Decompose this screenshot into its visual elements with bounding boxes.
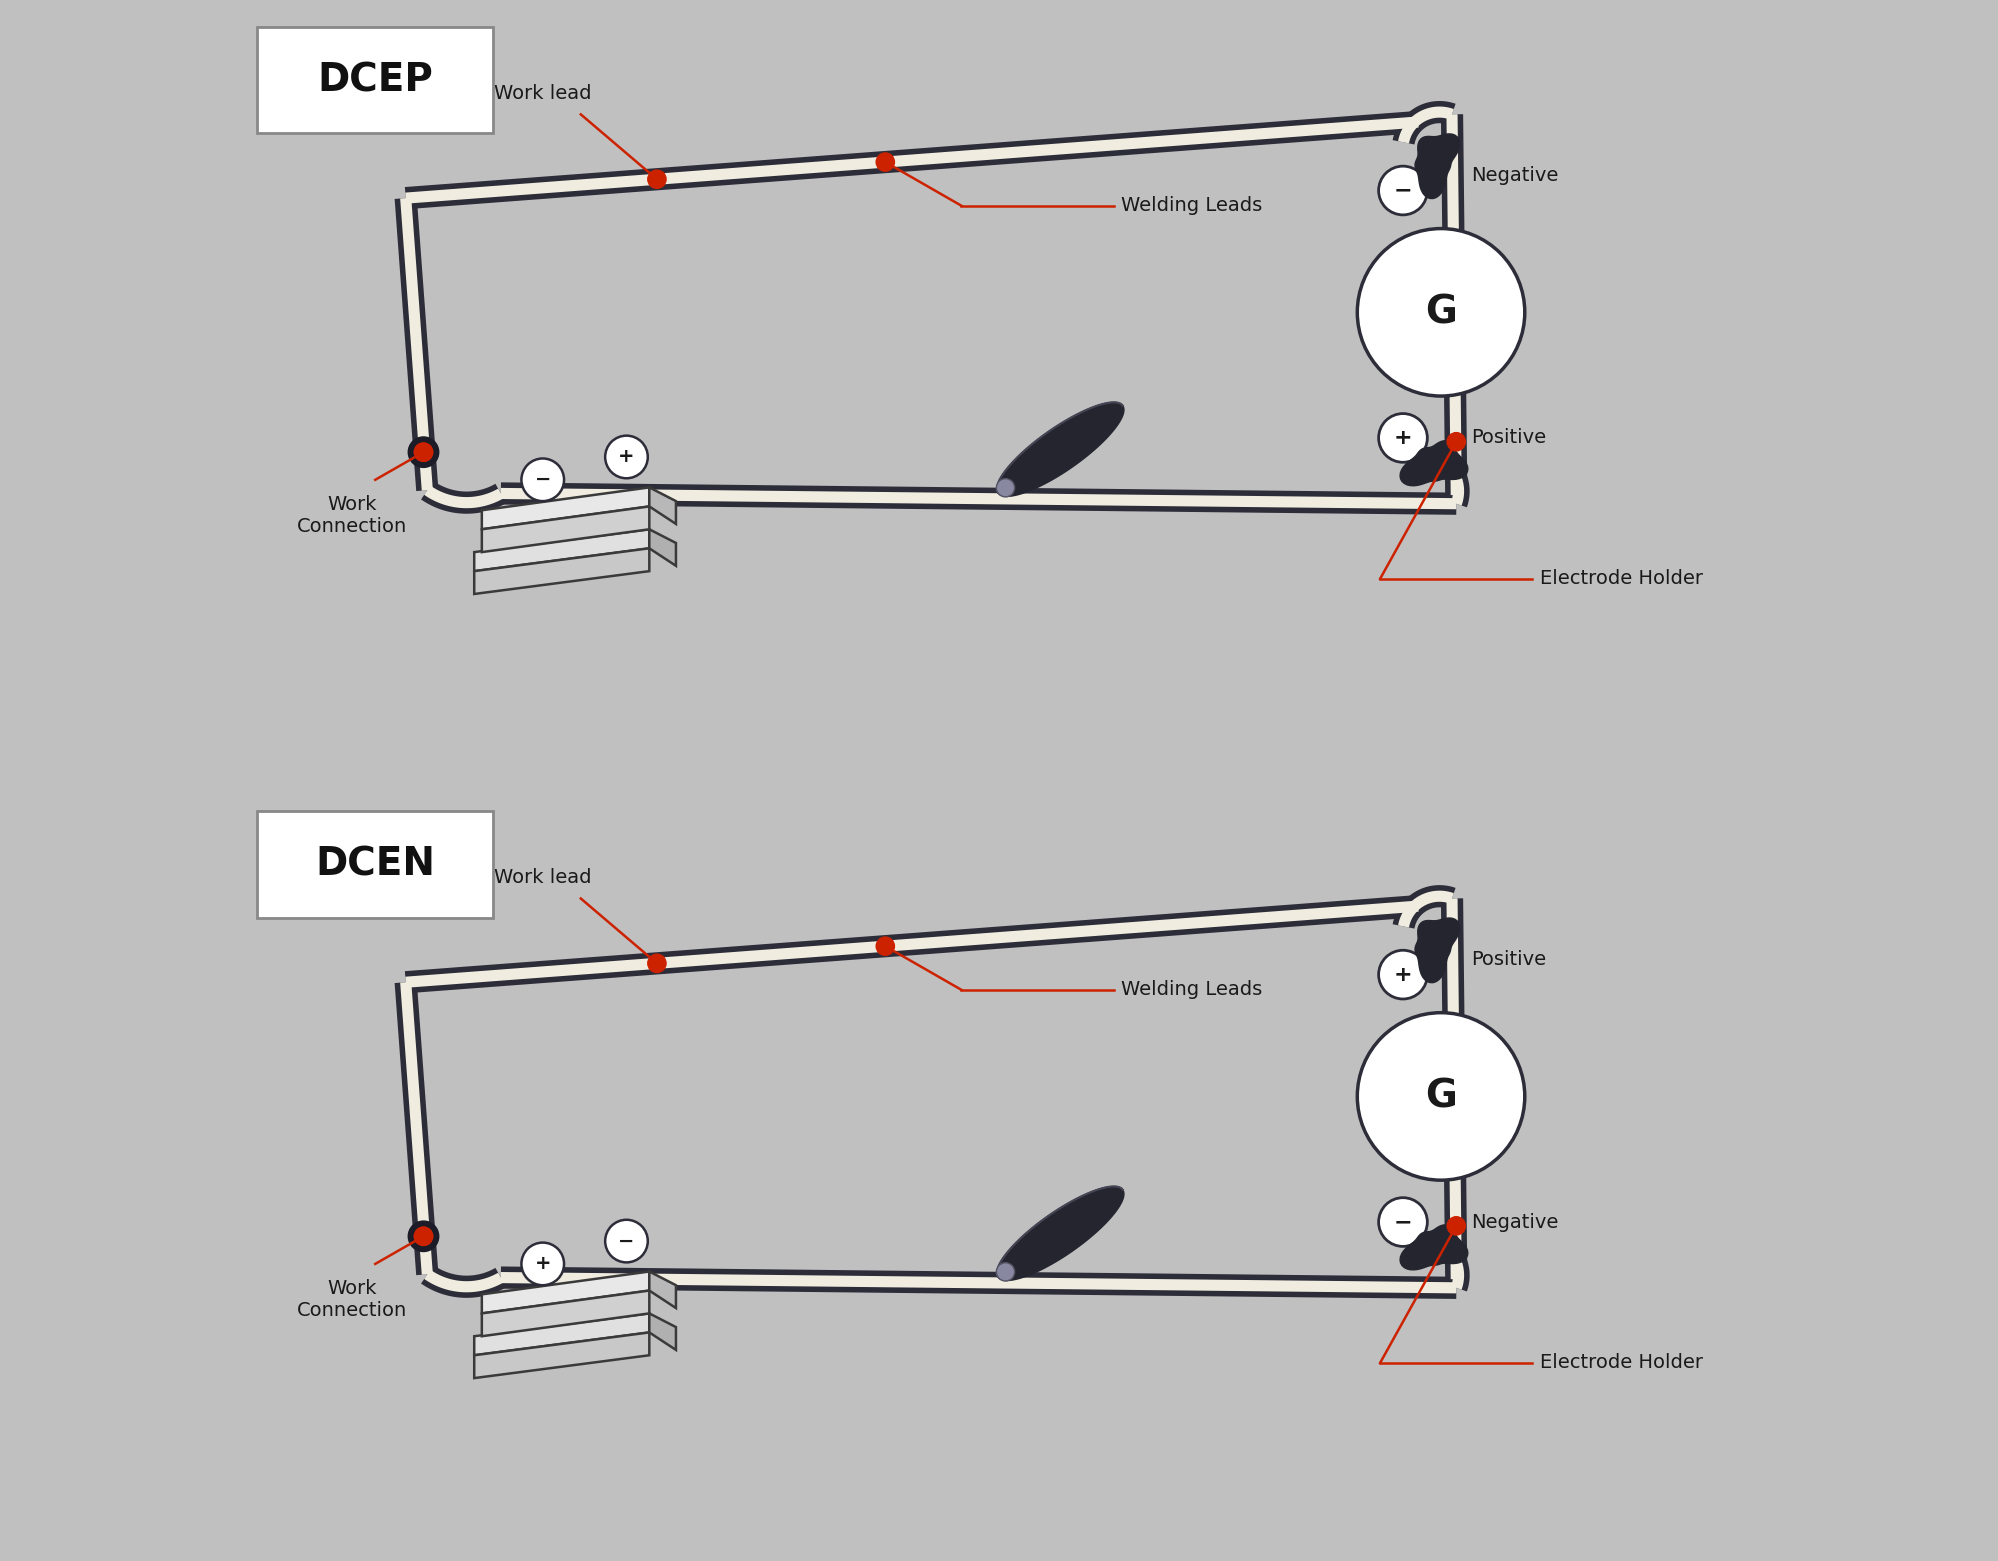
- Polygon shape: [1399, 440, 1467, 485]
- Text: Welding Leads: Welding Leads: [1121, 980, 1263, 999]
- Circle shape: [1379, 1197, 1427, 1246]
- Text: G: G: [1425, 1077, 1457, 1116]
- Polygon shape: [1399, 1225, 1467, 1269]
- Circle shape: [875, 153, 893, 172]
- Text: Work lead: Work lead: [494, 868, 591, 887]
- FancyBboxPatch shape: [258, 27, 494, 133]
- Text: Electrode Holder: Electrode Holder: [1538, 1353, 1702, 1372]
- Text: Welding Leads: Welding Leads: [1121, 197, 1263, 215]
- Text: −: −: [617, 1232, 633, 1250]
- Circle shape: [521, 459, 563, 501]
- Circle shape: [1447, 432, 1465, 451]
- Text: +: +: [1393, 965, 1411, 985]
- Text: Negative: Negative: [1471, 165, 1558, 184]
- Circle shape: [1379, 951, 1427, 999]
- Polygon shape: [474, 529, 649, 571]
- Polygon shape: [474, 548, 649, 595]
- Polygon shape: [474, 1313, 649, 1355]
- Text: +: +: [617, 448, 635, 467]
- Circle shape: [605, 1219, 647, 1263]
- Text: Work
Connection: Work Connection: [298, 495, 408, 535]
- Polygon shape: [482, 1272, 649, 1313]
- Text: DCEN: DCEN: [316, 845, 436, 884]
- Polygon shape: [482, 1291, 649, 1336]
- Circle shape: [605, 436, 647, 478]
- Polygon shape: [482, 506, 649, 553]
- Text: −: −: [1393, 181, 1411, 200]
- Circle shape: [408, 1221, 438, 1252]
- Circle shape: [1357, 1013, 1524, 1180]
- Circle shape: [414, 443, 432, 462]
- Polygon shape: [1415, 134, 1459, 198]
- Text: Electrode Holder: Electrode Holder: [1538, 570, 1702, 588]
- Polygon shape: [649, 487, 675, 524]
- Polygon shape: [649, 1313, 675, 1350]
- Circle shape: [521, 1243, 563, 1285]
- Text: +: +: [1393, 428, 1411, 448]
- Polygon shape: [997, 1186, 1123, 1280]
- Circle shape: [414, 1227, 432, 1246]
- Text: −: −: [1393, 1211, 1411, 1232]
- Polygon shape: [482, 487, 649, 529]
- Text: Negative: Negative: [1471, 1213, 1558, 1232]
- Polygon shape: [1415, 918, 1459, 982]
- Text: Positive: Positive: [1471, 428, 1546, 448]
- Text: −: −: [533, 470, 551, 489]
- Circle shape: [1379, 165, 1427, 215]
- Text: Positive: Positive: [1471, 951, 1546, 969]
- Text: G: G: [1425, 293, 1457, 331]
- Text: Work
Connection: Work Connection: [298, 1278, 408, 1321]
- Circle shape: [1357, 228, 1524, 396]
- Circle shape: [875, 937, 893, 955]
- Circle shape: [647, 954, 665, 973]
- FancyBboxPatch shape: [258, 812, 494, 918]
- Circle shape: [1447, 1216, 1465, 1235]
- Polygon shape: [649, 1272, 675, 1308]
- Text: +: +: [533, 1255, 551, 1274]
- Circle shape: [995, 479, 1015, 496]
- Circle shape: [995, 1263, 1015, 1282]
- Circle shape: [1379, 414, 1427, 462]
- Polygon shape: [649, 529, 675, 565]
- Circle shape: [414, 443, 432, 462]
- Circle shape: [414, 1227, 432, 1246]
- Polygon shape: [997, 403, 1123, 496]
- Text: DCEP: DCEP: [318, 61, 434, 100]
- Circle shape: [408, 437, 438, 467]
- Text: Work lead: Work lead: [494, 84, 591, 103]
- Circle shape: [647, 170, 665, 189]
- Polygon shape: [474, 1333, 649, 1378]
